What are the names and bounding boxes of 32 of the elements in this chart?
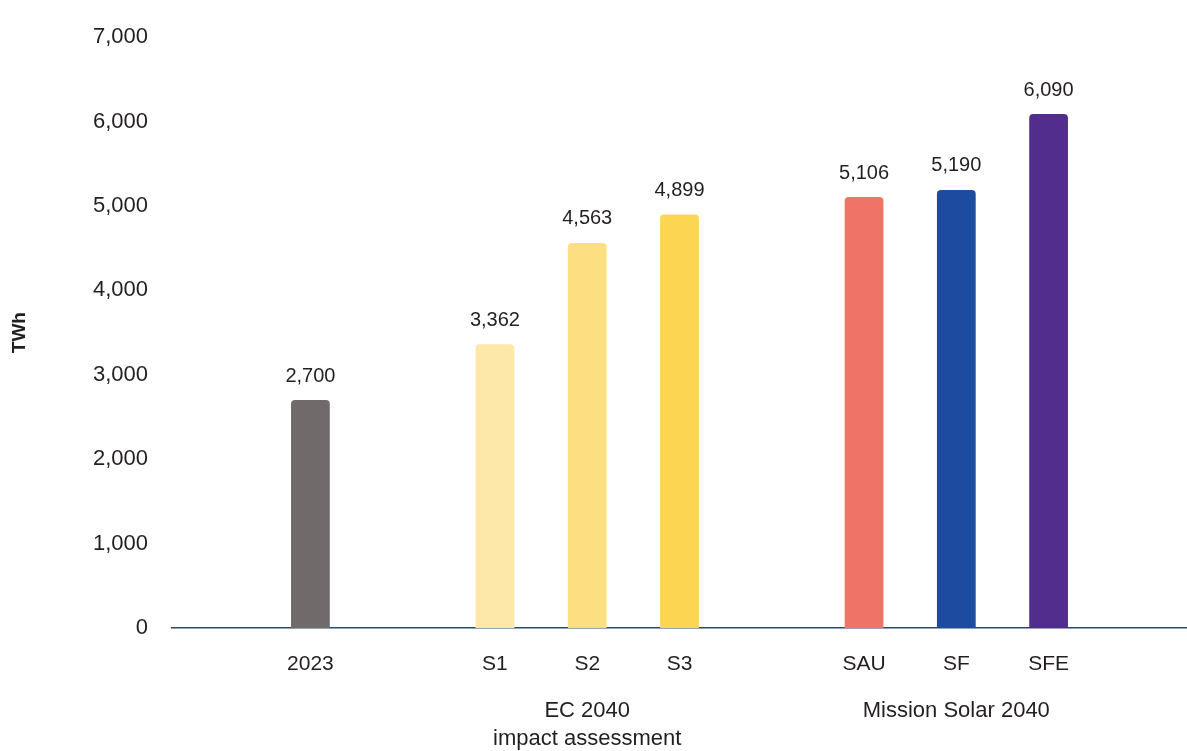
- data-label: 6,090: [1023, 77, 1074, 100]
- data-label: 3,362: [469, 307, 520, 330]
- x-tick-label: S1: [482, 651, 508, 675]
- x-tick-label: 2023: [287, 651, 334, 675]
- x-tick-label: SAU: [842, 651, 886, 675]
- y-tick-label: 1,000: [92, 529, 148, 555]
- y-tick-label: 0: [135, 614, 148, 640]
- data-label: 4,899: [654, 178, 705, 201]
- bar: [936, 189, 976, 628]
- y-axis-title: TWh: [7, 312, 29, 354]
- data-label: 4,563: [562, 206, 613, 229]
- x-tick-label: S3: [666, 651, 693, 675]
- y-tick-label: 3,000: [92, 360, 148, 386]
- x-tick-label: S2: [574, 651, 601, 675]
- y-tick-label: 2,000: [92, 445, 148, 471]
- y-tick-label: 6,000: [92, 107, 148, 133]
- text: Mission Solar 2040: [862, 696, 1050, 724]
- y-tick-label: 7,000: [92, 23, 148, 49]
- bar: [1029, 114, 1068, 628]
- y-tick-label: 5,000: [92, 192, 148, 218]
- bar: [660, 214, 699, 628]
- data-label: 2,700: [285, 363, 336, 386]
- bar: [567, 242, 607, 628]
- bar: [844, 197, 884, 628]
- bar: [291, 400, 330, 628]
- bar: [475, 344, 515, 628]
- data-label: 5,190: [931, 153, 982, 176]
- y-tick-label: 4,000: [92, 276, 148, 302]
- data-label: 5,106: [839, 160, 890, 183]
- text: EC 2040 impact assessment: [493, 696, 682, 751]
- x-tick-label: SFE: [1028, 651, 1070, 675]
- x-tick-label: SF: [942, 651, 970, 675]
